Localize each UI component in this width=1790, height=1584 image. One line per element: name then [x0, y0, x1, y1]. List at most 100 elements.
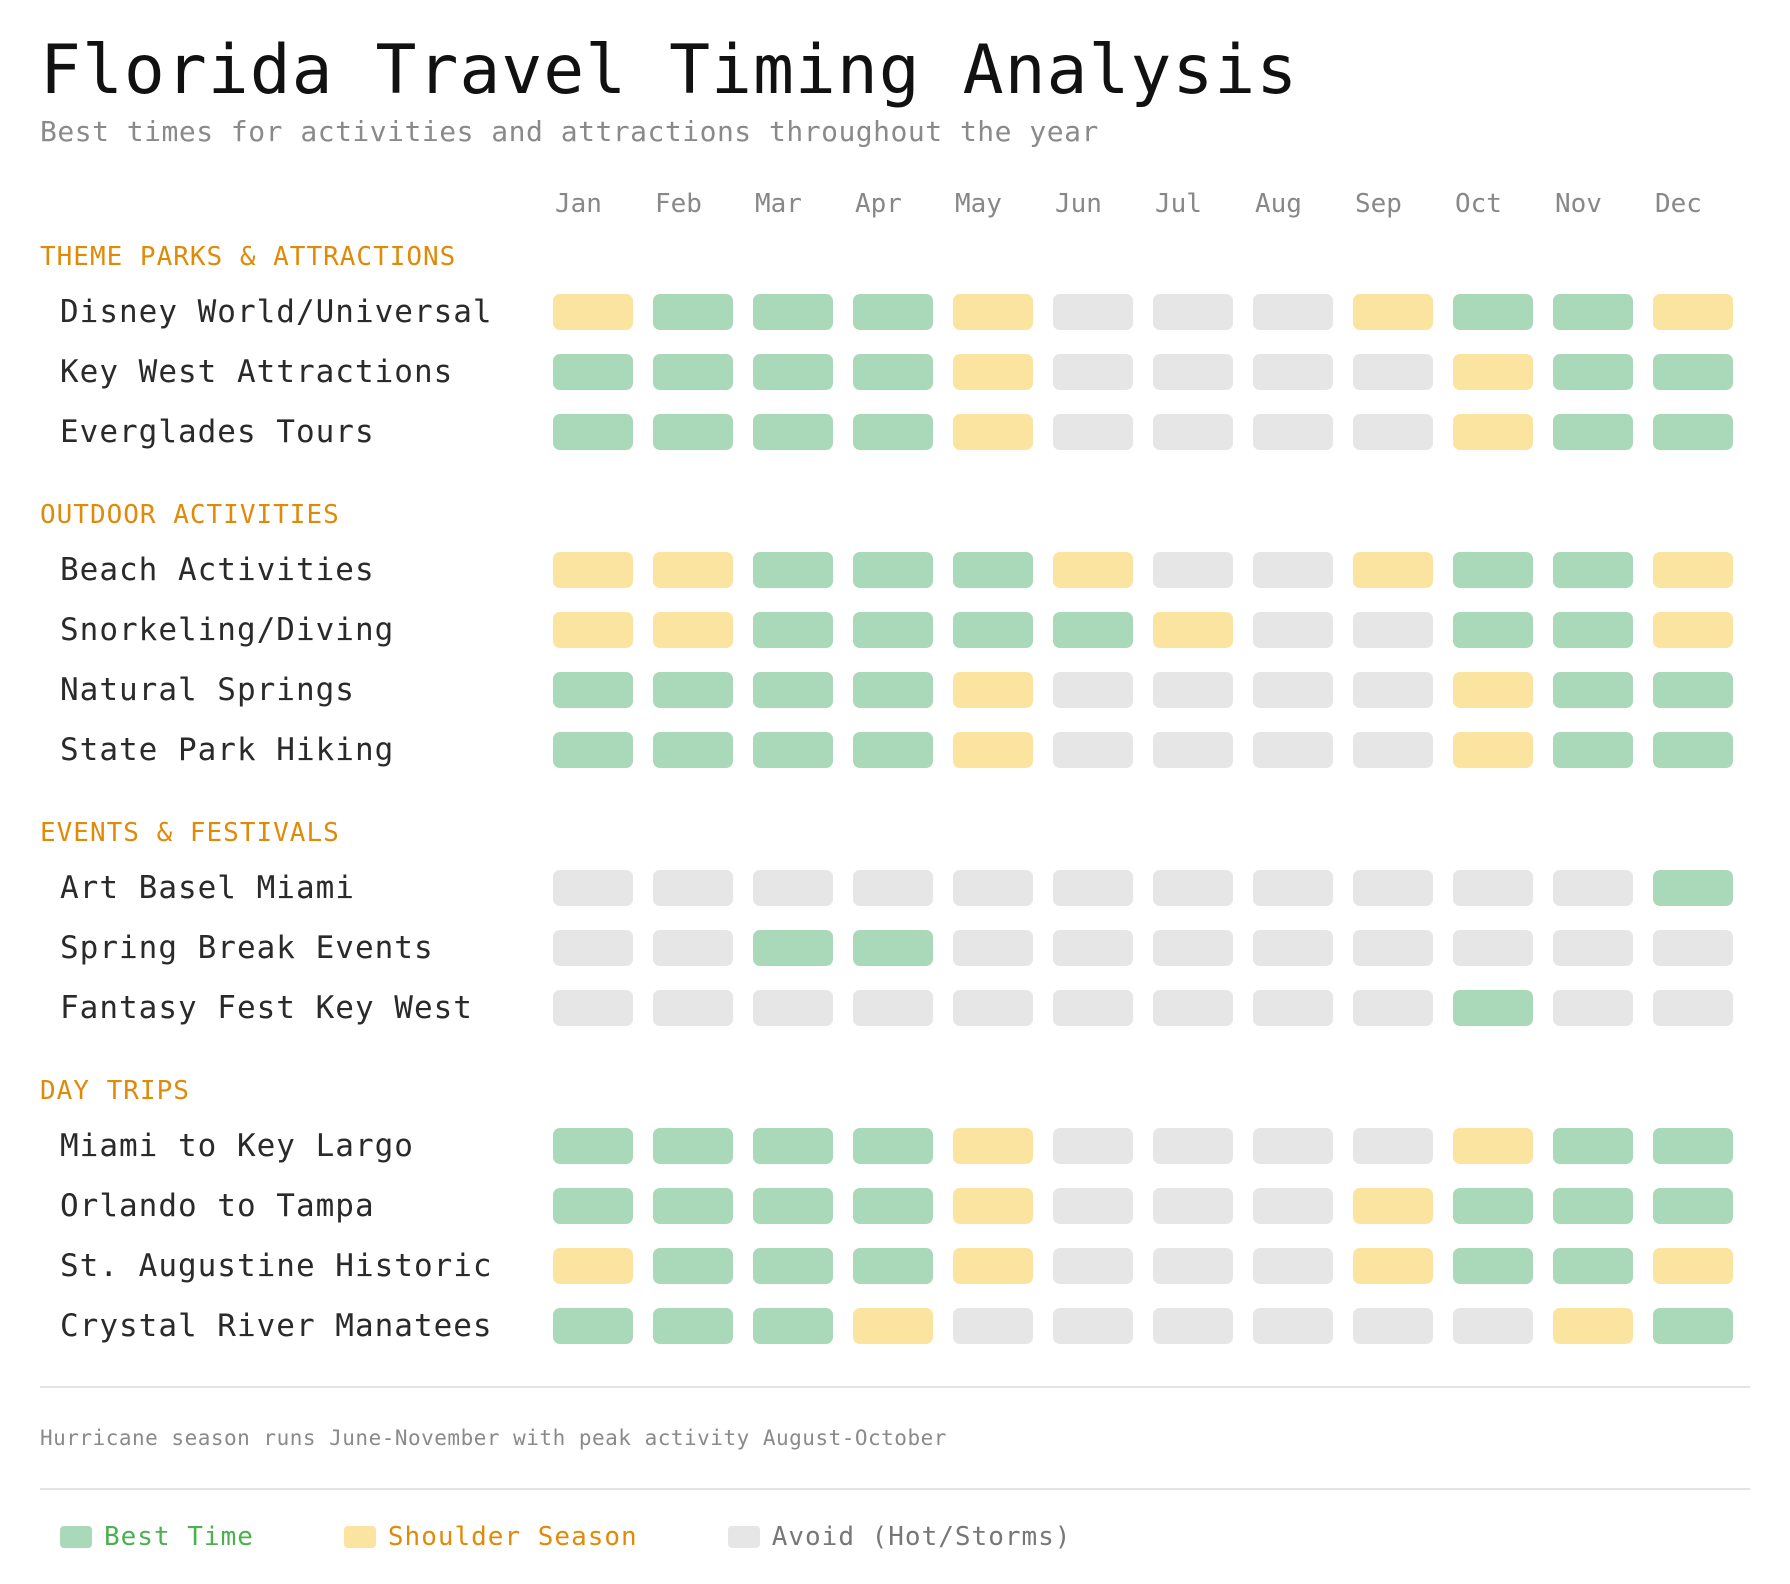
heatmap-cell-shoulder — [1453, 353, 1533, 390]
heatmap-cell-shoulder — [1353, 1187, 1433, 1224]
heatmap-cell-avoid — [1253, 413, 1333, 450]
heatmap-cell-shoulder — [1353, 1247, 1433, 1284]
section-title: DAY TRIPS — [40, 1075, 190, 1106]
month-label: May — [955, 188, 1002, 219]
heatmap-cell-best — [753, 671, 833, 708]
heatmap-cell-avoid — [1153, 1127, 1233, 1164]
heatmap-cell-avoid — [1053, 731, 1133, 768]
heatmap-cell-best — [553, 731, 633, 768]
heatmap-cell-avoid — [1253, 731, 1333, 768]
activity-label: Fantasy Fest Key West — [60, 989, 473, 1026]
activity-label: Natural Springs — [60, 671, 355, 708]
heatmap-cell-avoid — [653, 989, 733, 1026]
month-label: Jan — [555, 188, 602, 219]
heatmap-cell-best — [753, 1127, 833, 1164]
heatmap-cell-best — [553, 1127, 633, 1164]
heatmap-cell-shoulder — [1453, 1127, 1533, 1164]
heatmap-cell-best — [1453, 1247, 1533, 1284]
month-label: Mar — [755, 188, 802, 219]
heatmap-cell-best — [1653, 1127, 1733, 1164]
heatmap-cell-best — [553, 413, 633, 450]
heatmap-cell-best — [1553, 293, 1633, 330]
activity-row: Key West Attractions — [40, 342, 1750, 402]
heatmap-cell-avoid — [1353, 413, 1433, 450]
heatmap-cell-avoid — [1053, 989, 1133, 1026]
activity-label: Art Basel Miami — [60, 869, 355, 906]
heatmap-cell-best — [853, 353, 933, 390]
activity-row: Disney World/Universal — [40, 282, 1750, 342]
legend-item-shoulder: Shoulder Season — [343, 1522, 638, 1552]
heatmap-cell-avoid — [653, 869, 733, 906]
heatmap-cell-best — [753, 293, 833, 330]
heatmap-cell-best — [1653, 1187, 1733, 1224]
heatmap-cell-shoulder — [1353, 551, 1433, 588]
heatmap-cell-avoid — [753, 869, 833, 906]
heatmap-cell-avoid — [1253, 671, 1333, 708]
heatmap-cell-best — [653, 353, 733, 390]
month-label: Jun — [1055, 188, 1102, 219]
legend: Best Time Shoulder Season Avoid (Hot/Storm… — [40, 1490, 1750, 1584]
heatmap-cell-avoid — [1353, 671, 1433, 708]
activity-label: Key West Attractions — [60, 353, 454, 390]
activity-label: Snorkeling/Diving — [60, 611, 395, 648]
heatmap-cell-best — [553, 671, 633, 708]
heatmap-cell-avoid — [1553, 929, 1633, 966]
page-subtitle: Best times for activities and attraction… — [40, 114, 1099, 148]
heatmap-cell-avoid — [1253, 929, 1333, 966]
heatmap-cell-avoid — [1253, 1307, 1333, 1344]
heatmap-cell-avoid — [1053, 1307, 1133, 1344]
heatmap-cell-best — [1653, 671, 1733, 708]
heatmap-cell-avoid — [1253, 869, 1333, 906]
activity-label: Beach Activities — [60, 551, 375, 588]
activity-label: Spring Break Events — [60, 929, 434, 966]
heatmap-cell-avoid — [753, 989, 833, 1026]
month-label: Nov — [1555, 188, 1602, 219]
heatmap-cell-shoulder — [1653, 1247, 1733, 1284]
heatmap-cell-avoid — [1153, 731, 1233, 768]
section-title: OUTDOOR ACTIVITIES — [40, 499, 340, 530]
heatmap-cell-best — [753, 1187, 833, 1224]
heatmap-cell-best — [1553, 551, 1633, 588]
section-title: THEME PARKS & ATTRACTIONS — [40, 241, 457, 272]
heatmap-cell-shoulder — [1153, 611, 1233, 648]
activity-row: St. Augustine Historic — [40, 1236, 1750, 1296]
heatmap-cell-avoid — [1253, 293, 1333, 330]
activity-label: Everglades Tours — [60, 413, 375, 450]
heatmap-cell-shoulder — [953, 731, 1033, 768]
heatmap-cell-avoid — [1053, 929, 1133, 966]
heatmap-cell-shoulder — [953, 671, 1033, 708]
heatmap-cell-avoid — [1153, 353, 1233, 390]
section: DAY TRIPS Miami to Key Largo Orlando to Ta… — [40, 1066, 1750, 1356]
heatmap-cell-avoid — [1353, 1307, 1433, 1344]
heatmap-cell-best — [553, 353, 633, 390]
heatmap-cell-best — [853, 551, 933, 588]
heatmap-cell-shoulder — [1453, 731, 1533, 768]
heatmap-cell-avoid — [1353, 731, 1433, 768]
heatmap-cell-avoid — [1353, 869, 1433, 906]
legend-divider — [40, 1487, 1750, 1490]
heatmap-cell-avoid — [1053, 293, 1133, 330]
heatmap-cell-avoid — [1353, 353, 1433, 390]
activity-label: Disney World/Universal — [60, 293, 493, 330]
heatmap-cell-shoulder — [653, 551, 733, 588]
section: THEME PARKS & ATTRACTIONS Disney World/Un… — [40, 232, 1750, 462]
legend-label: Best Time — [104, 1521, 254, 1552]
heatmap-cell-avoid — [1053, 413, 1133, 450]
heatmap-cell-avoid — [1053, 869, 1133, 906]
heatmap-cell-best — [1453, 989, 1533, 1026]
heatmap-cell-shoulder — [1453, 671, 1533, 708]
month-label: Feb — [655, 188, 702, 219]
heatmap-cell-best — [653, 1187, 733, 1224]
activity-label: Miami to Key Largo — [60, 1127, 414, 1164]
heatmap-cell-best — [953, 611, 1033, 648]
month-label: Aug — [1255, 188, 1302, 219]
heatmap-cell-best — [553, 1307, 633, 1344]
heatmap-cell-avoid — [853, 989, 933, 1026]
heatmap-cell-shoulder — [653, 611, 733, 648]
heatmap-cell-shoulder — [953, 413, 1033, 450]
legend-swatch — [343, 1525, 376, 1548]
heatmap-cell-avoid — [1153, 293, 1233, 330]
activity-row: Natural Springs — [40, 660, 1750, 720]
heatmap-cell-best — [853, 293, 933, 330]
